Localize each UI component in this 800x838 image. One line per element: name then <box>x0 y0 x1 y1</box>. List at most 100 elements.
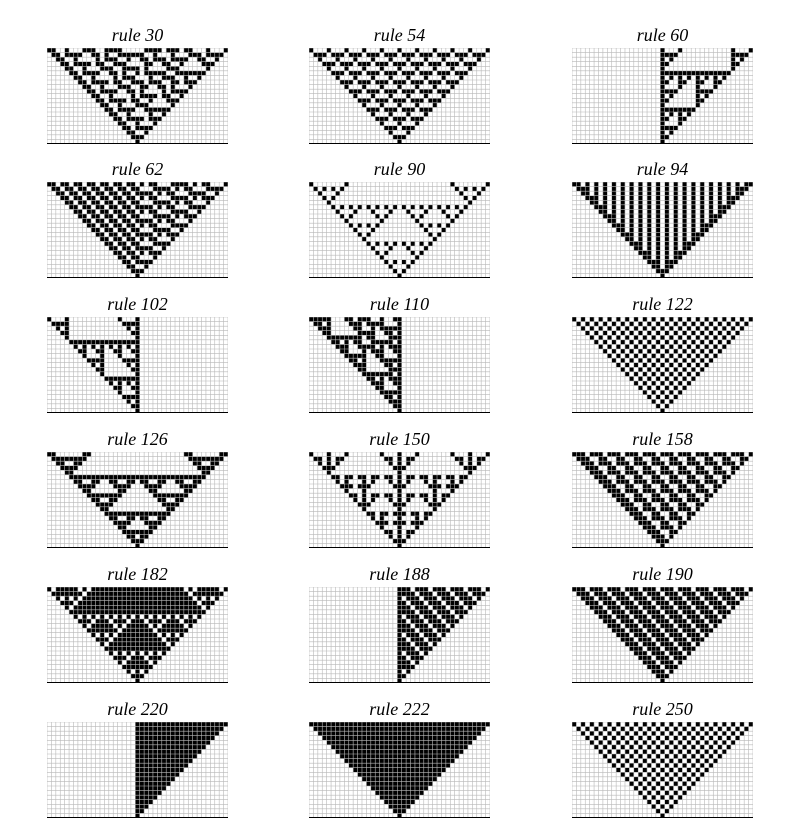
cell-on <box>108 623 114 629</box>
cell-on <box>82 80 87 85</box>
cell-on <box>170 744 176 750</box>
cell-on <box>410 511 415 516</box>
cell-on <box>135 399 140 404</box>
cell-on <box>655 529 661 535</box>
cell-on <box>432 776 438 782</box>
cell-on <box>139 628 145 633</box>
cell-on <box>152 744 158 750</box>
cell-on <box>695 731 701 736</box>
cell-on <box>139 767 145 773</box>
cell-on <box>388 740 393 745</box>
cell-on <box>695 641 701 647</box>
cell-on <box>326 726 332 732</box>
cell-on <box>188 200 193 205</box>
cell-on <box>401 722 407 727</box>
cell-on <box>122 664 127 670</box>
cell-on <box>183 57 189 62</box>
cell-on <box>722 70 727 76</box>
cell-on <box>104 591 109 597</box>
cell-on <box>348 763 354 768</box>
cell-on <box>130 52 136 58</box>
cell-on <box>576 456 581 462</box>
cell-on <box>428 204 433 210</box>
cell-on <box>611 195 617 201</box>
cell-on <box>361 763 367 768</box>
cell-on <box>428 600 433 606</box>
cell-on <box>664 134 670 140</box>
cell-on <box>655 394 661 400</box>
cell-on <box>414 776 420 782</box>
cell-on <box>735 735 740 741</box>
cell-on <box>370 497 376 503</box>
cell-on <box>655 511 661 516</box>
cell-on <box>463 740 468 745</box>
cell-on <box>117 484 123 489</box>
cell-on <box>357 330 362 336</box>
cell-on <box>161 241 167 246</box>
cell-on <box>651 804 656 809</box>
cell-on <box>139 479 145 484</box>
cell-on <box>397 493 402 498</box>
cell-on <box>152 107 158 112</box>
cell-on <box>166 605 171 610</box>
cell-on <box>99 609 105 615</box>
cell-on <box>148 786 153 791</box>
cell-on <box>117 186 123 192</box>
cell-on <box>633 371 639 377</box>
cell-on <box>379 321 385 327</box>
cell-on <box>660 632 665 638</box>
cell-on <box>673 628 678 633</box>
cell-on <box>660 112 665 117</box>
cell-on <box>188 52 193 58</box>
cell-on <box>611 488 617 494</box>
cell-on <box>135 619 140 624</box>
cell-on <box>122 641 127 647</box>
cell-on <box>686 488 692 494</box>
cell-on <box>717 200 723 205</box>
cell-on <box>691 479 696 484</box>
cell-on <box>392 763 398 768</box>
cell-on <box>660 534 665 539</box>
cell-on <box>148 80 153 85</box>
cell-on <box>144 125 149 131</box>
cell-on <box>611 339 617 345</box>
cell-on <box>353 335 358 340</box>
cell-on <box>161 605 167 610</box>
cell-on <box>476 461 482 466</box>
cell-on <box>117 107 123 112</box>
cell-on <box>651 511 656 516</box>
cell-on <box>423 479 429 484</box>
cell-on <box>135 408 140 413</box>
cell-on <box>611 587 617 592</box>
cell-on <box>144 107 149 112</box>
cell-on <box>700 98 705 103</box>
cell-on <box>450 722 455 727</box>
cell-on <box>730 326 736 331</box>
cell-on <box>91 344 96 349</box>
cell-on <box>122 596 127 601</box>
cell-on <box>130 591 136 597</box>
cell-on <box>419 107 424 112</box>
cell-on <box>148 758 153 764</box>
cell-on <box>655 191 661 196</box>
cell-on <box>629 227 634 233</box>
cell-on <box>406 112 411 117</box>
cell-on <box>700 191 705 196</box>
cell-on <box>392 808 398 814</box>
cell-on <box>166 735 171 741</box>
rule-panel: rule 126 <box>47 428 247 548</box>
cell-on <box>397 740 402 745</box>
cell-on <box>104 493 109 498</box>
cell-on <box>700 182 705 187</box>
cell-on <box>219 52 224 58</box>
cell-on <box>95 591 100 597</box>
cell-on <box>113 637 118 642</box>
cell-on <box>664 61 670 67</box>
cell-on <box>406 776 411 782</box>
cell-on <box>669 456 674 462</box>
cell-on <box>726 70 731 76</box>
cell-on <box>594 726 599 732</box>
cell-on <box>437 223 442 228</box>
cell-on <box>126 381 131 386</box>
cell-on <box>161 493 167 498</box>
